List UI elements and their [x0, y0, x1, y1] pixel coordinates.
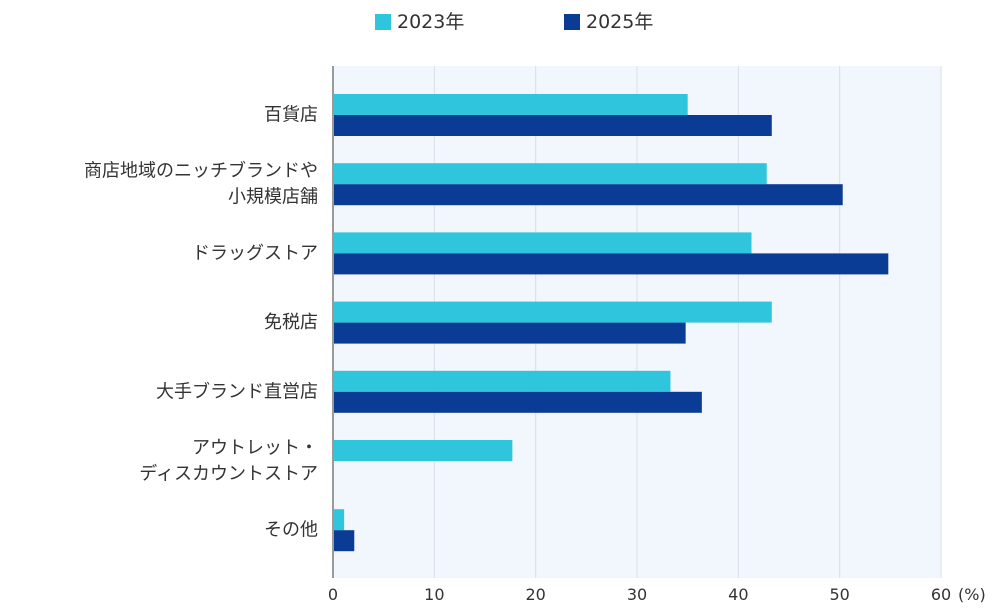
category-label: 免税店: [264, 312, 318, 333]
bar-2025: [333, 530, 355, 552]
bar-2025: [333, 253, 889, 275]
category-label: 百貨店: [264, 105, 318, 126]
legend-swatch-2023: [375, 14, 391, 30]
x-tick-label: 50: [829, 585, 849, 604]
bar-2023: [333, 232, 752, 254]
bars-group: [333, 94, 889, 552]
bar-2023: [333, 509, 345, 531]
x-tick-label: 10: [424, 585, 444, 604]
x-tick-labels: 0 10 20 30 40 50 60: [328, 585, 951, 604]
category-label: ドラッグストア: [192, 243, 318, 264]
bar-2023: [333, 440, 513, 461]
category-label: 小規模店舗: [228, 187, 318, 208]
x-tick-label: 30: [627, 585, 647, 604]
category-label: アウトレット・: [192, 438, 318, 459]
bar-2023: [333, 94, 688, 115]
legend: 2023年 2025年: [375, 11, 653, 33]
bar-2025: [333, 322, 686, 344]
bar-2023: [333, 163, 767, 185]
bar-2023: [333, 370, 671, 392]
category-label: 大手ブランド直営店: [156, 380, 318, 402]
x-tick-label: 60: [931, 585, 951, 604]
bar-2025: [333, 184, 843, 206]
x-tick-label: 20: [525, 585, 545, 604]
category-label: ディスカウントストア: [139, 464, 318, 485]
x-tick-label: 0: [328, 585, 338, 604]
bar-2025: [333, 391, 702, 413]
bar-2025: [333, 115, 772, 136]
legend-label-2025: 2025年: [586, 11, 653, 33]
category-labels: 百貨店商店地域のニッチブランドや小規模店舗ドラッグストア免税店大手ブランド直営店…: [84, 105, 318, 541]
bar-2023: [333, 301, 772, 323]
legend-swatch-2025: [564, 14, 580, 30]
x-unit-label: (%): [958, 585, 986, 604]
legend-label-2023: 2023年: [397, 11, 464, 33]
category-label: その他: [264, 520, 318, 541]
x-tick-label: 40: [728, 585, 748, 604]
category-label: 商店地域のニッチブランドや: [84, 160, 318, 182]
